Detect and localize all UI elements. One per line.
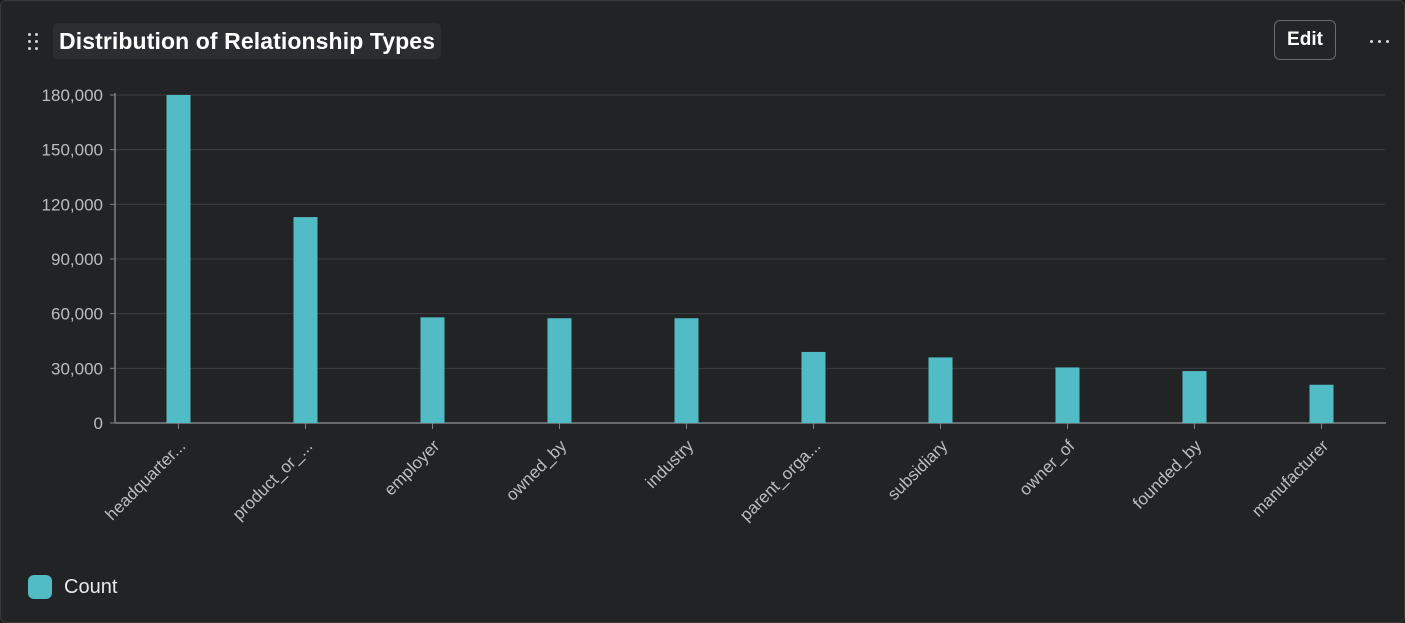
chart-title-chip[interactable]: Distribution of Relationship Types bbox=[53, 23, 442, 59]
x-tick-label: owned_by bbox=[502, 436, 571, 505]
bar-industry[interactable] bbox=[674, 318, 699, 423]
x-tick-label: founded_by bbox=[1129, 436, 1206, 513]
bar-founded-by[interactable] bbox=[1182, 371, 1207, 423]
drag-handle-icon[interactable] bbox=[25, 31, 41, 51]
bar-parent-orga[interactable] bbox=[801, 351, 826, 423]
y-tick-label: 150,000 bbox=[42, 141, 103, 160]
bar-owner-of[interactable] bbox=[1055, 367, 1080, 423]
bar-owned-by[interactable] bbox=[547, 318, 572, 423]
x-tick-label: subsidiary bbox=[884, 436, 952, 504]
bar-employer[interactable] bbox=[420, 317, 445, 423]
x-tick-label: owner_of bbox=[1015, 436, 1078, 499]
x-tick-label: parent_orga... bbox=[736, 436, 824, 524]
edit-button-label: Edit bbox=[1287, 29, 1323, 50]
chart-title: Distribution of Relationship Types bbox=[59, 27, 436, 54]
bar-headquarter[interactable] bbox=[166, 95, 191, 423]
more-horizontal-icon[interactable] bbox=[1367, 29, 1393, 53]
x-tick-label: manufacturer bbox=[1248, 436, 1332, 520]
bar-subsidiary[interactable] bbox=[928, 357, 953, 423]
y-tick-label: 120,000 bbox=[42, 195, 103, 214]
chart-legend: Count bbox=[28, 575, 117, 599]
y-tick-label: 60,000 bbox=[51, 305, 103, 324]
x-tick-label: headquarter... bbox=[102, 436, 190, 524]
x-tick-label: employer bbox=[380, 436, 443, 499]
x-tick-label: industry bbox=[642, 436, 698, 492]
bar-manufacturer[interactable] bbox=[1309, 384, 1334, 423]
edit-button[interactable]: Edit bbox=[1274, 20, 1336, 60]
legend-label-count: Count bbox=[64, 575, 118, 598]
x-tick-label: product_or_... bbox=[229, 436, 317, 524]
y-tick-label: 180,000 bbox=[42, 86, 103, 105]
bar-chart: 0 30,000 60,000 90,000 120,000 150,000 180,000… bbox=[42, 86, 1386, 525]
y-tick-label: 90,000 bbox=[51, 250, 103, 269]
bar-product-or[interactable] bbox=[293, 217, 318, 423]
y-tick-label: 30,000 bbox=[51, 359, 103, 378]
y-tick-label: 0 bbox=[94, 414, 103, 433]
legend-swatch-count[interactable] bbox=[28, 575, 52, 599]
